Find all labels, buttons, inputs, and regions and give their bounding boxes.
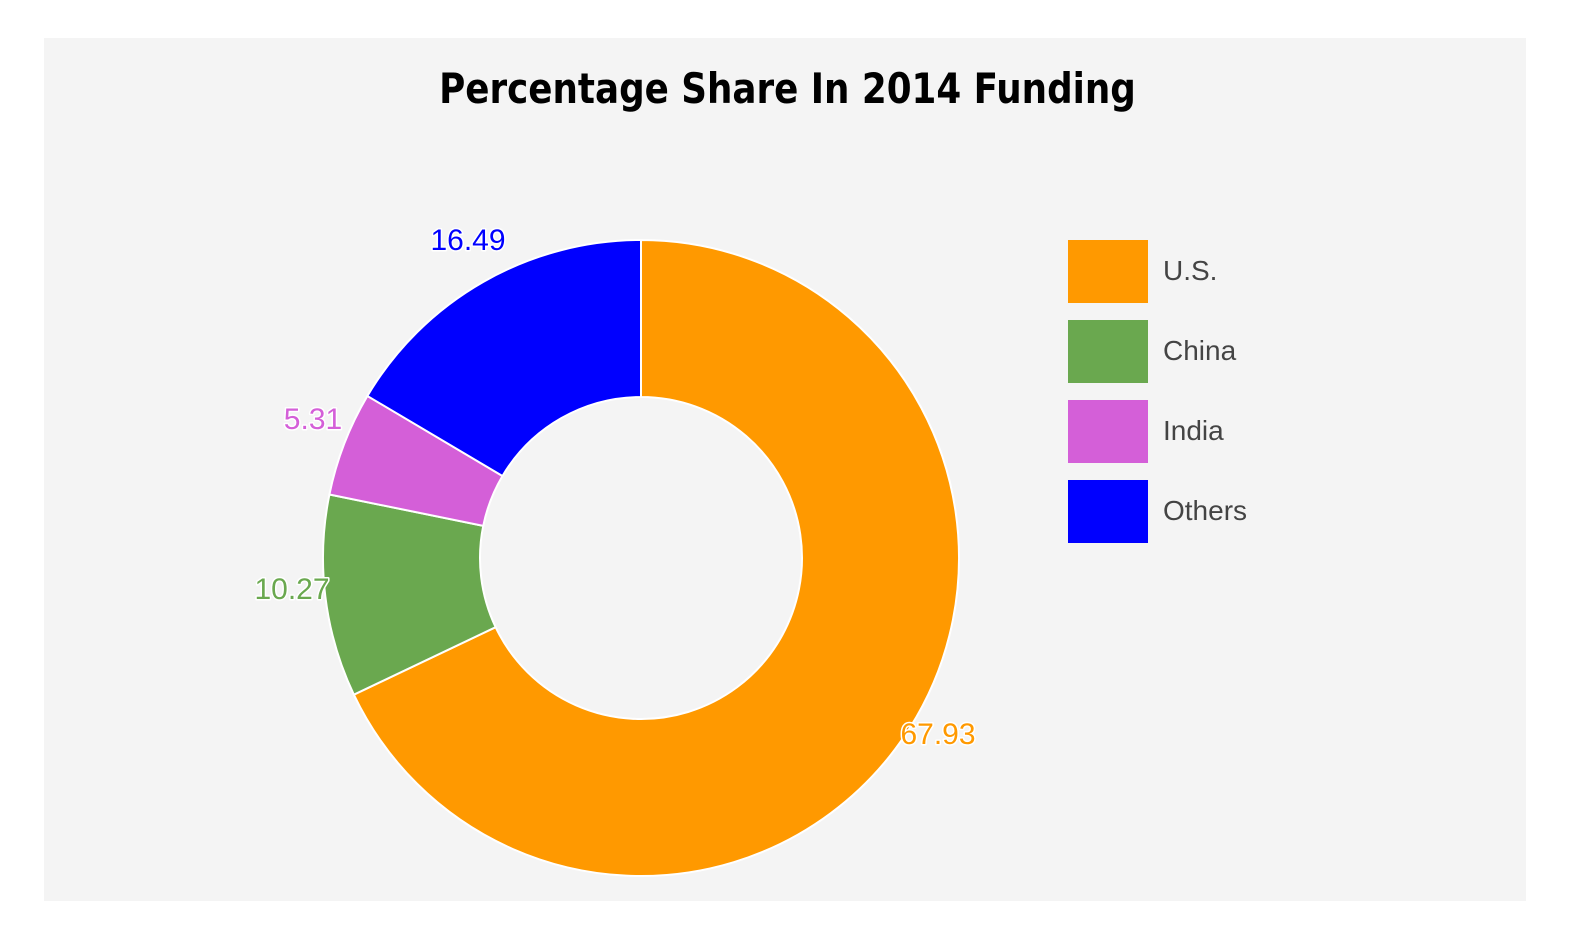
legend-label-india: India: [1163, 415, 1224, 446]
legend-swatch-india: [1068, 400, 1148, 463]
donut-slice-others: [366, 238, 642, 478]
data-label-india: 5.31: [284, 403, 342, 436]
data-label-others: 16.49: [430, 224, 505, 257]
chart-title: Percentage Share In 2014 Funding: [439, 64, 1136, 113]
donut-slices: [322, 238, 960, 877]
legend-label-u-s: U.S.: [1163, 255, 1217, 286]
legend-label-china: China: [1163, 335, 1237, 366]
chart-legend: U.S. China India Others: [1068, 240, 1247, 543]
donut-slice-u-s: [352, 238, 960, 877]
legend-swatch-china: [1068, 320, 1148, 383]
data-label-china: 10.27: [254, 573, 329, 606]
legend-swatch-others: [1068, 480, 1148, 543]
data-label-u-s: 67.93: [900, 718, 975, 751]
donut-data-labels: 67.93 10.27 5.31 16.49: [253, 222, 977, 752]
legend-label-others: Others: [1163, 495, 1247, 526]
legend-swatch-u-s: [1068, 240, 1148, 303]
